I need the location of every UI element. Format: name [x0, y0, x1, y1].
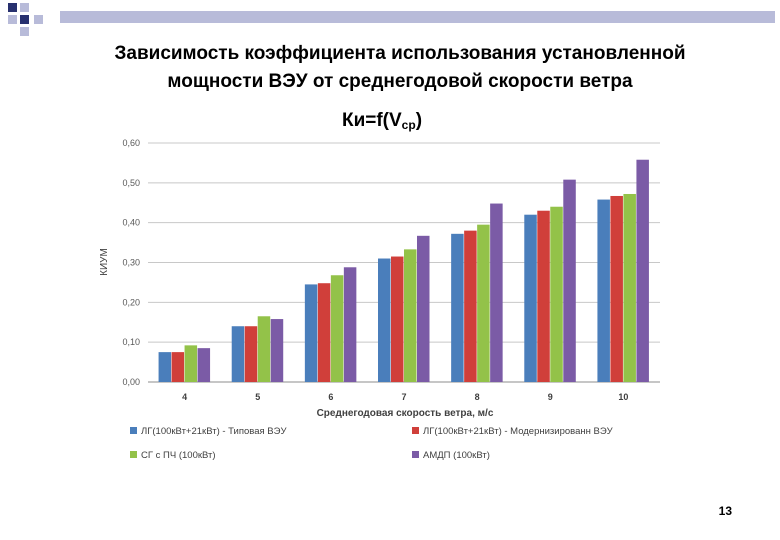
y-tick-label: 0,50 [122, 178, 140, 188]
legend-swatch [412, 451, 419, 458]
decor-square-5 [34, 15, 43, 24]
bar [524, 214, 537, 382]
slide-title-line-1: Зависимость коэффициента использования у… [114, 43, 686, 64]
legend-swatch [130, 427, 137, 434]
legend-swatch [130, 451, 137, 458]
legend-label: АМДП (100кВт) [423, 450, 490, 461]
decor-square-3 [8, 15, 17, 24]
y-tick-label: 0,10 [122, 337, 140, 347]
bar [404, 249, 417, 382]
decor-square-4 [20, 15, 29, 24]
bar [464, 230, 477, 382]
x-tick-label: 9 [548, 392, 553, 402]
bar [623, 193, 636, 382]
y-axis-label: КИУМ [99, 248, 110, 276]
x-tick-label: 8 [475, 392, 480, 402]
y-tick-label: 0,40 [122, 218, 140, 228]
chart-title-main: Ки=f(V [342, 110, 402, 131]
bar [197, 348, 211, 382]
bar [537, 210, 550, 382]
x-tick-label: 5 [255, 392, 260, 402]
bar [563, 179, 576, 382]
decor-bar-top [60, 11, 775, 23]
ticks-layer: 0,00 0,10 0,20 0,30 0,40 0,50 0,60 4 5 6 7 8 9 10 [122, 138, 628, 402]
bar [184, 345, 198, 382]
legend-label: ЛГ(100кВт+21кВт) - Типовая ВЭУ [141, 426, 287, 437]
bar [270, 319, 284, 382]
x-tick-label: 4 [182, 392, 187, 402]
chart-title-sub: ср [402, 118, 416, 132]
legend: ЛГ(100кВт+21кВт) - Типовая ВЭУ ЛГ(100кВт+… [130, 426, 614, 461]
bar [171, 352, 185, 382]
page-number: 13 [718, 504, 732, 518]
bar [610, 195, 623, 382]
bar [244, 326, 258, 382]
bar [391, 256, 404, 382]
bar [550, 206, 563, 382]
x-tick-label: 10 [618, 392, 628, 402]
y-tick-label: 0,20 [122, 297, 140, 307]
decor-square-2 [20, 3, 29, 12]
y-tick-label: 0,60 [122, 138, 140, 148]
bar [490, 203, 503, 382]
legend-swatch [412, 427, 419, 434]
decor-square-6 [20, 27, 29, 36]
legend-label: СГ с ПЧ (100кВт) [141, 450, 216, 461]
decor-square-1 [8, 3, 17, 12]
chart-title-close: ) [416, 110, 422, 131]
x-axis-label: Среднегодовая скорость ветра, м/с [317, 408, 494, 419]
bar [417, 235, 430, 382]
x-tick-label: 7 [401, 392, 406, 402]
bars-layer [158, 159, 649, 382]
slide-title: Зависимость коэффициента использования у… [40, 40, 760, 96]
bar [231, 326, 245, 382]
bar [451, 233, 464, 382]
bar [304, 284, 318, 382]
bar [636, 159, 649, 382]
y-tick-label: 0,30 [122, 258, 140, 268]
bar [158, 352, 172, 382]
y-tick-label: 0,00 [122, 377, 140, 387]
bar [597, 199, 610, 382]
slide-title-line-2: мощности ВЭУ от среднегодовой скорости в… [167, 71, 633, 92]
bar [378, 258, 391, 382]
bar [317, 283, 331, 382]
bar [343, 267, 357, 382]
bar [257, 316, 271, 382]
bar [477, 224, 490, 382]
legend-label: ЛГ(100кВт+21кВт) - Модернизированн ВЭУ [423, 426, 614, 437]
x-tick-label: 6 [328, 392, 333, 402]
chart-title: Ки=f(Vср) [342, 110, 422, 132]
bar [330, 275, 344, 382]
